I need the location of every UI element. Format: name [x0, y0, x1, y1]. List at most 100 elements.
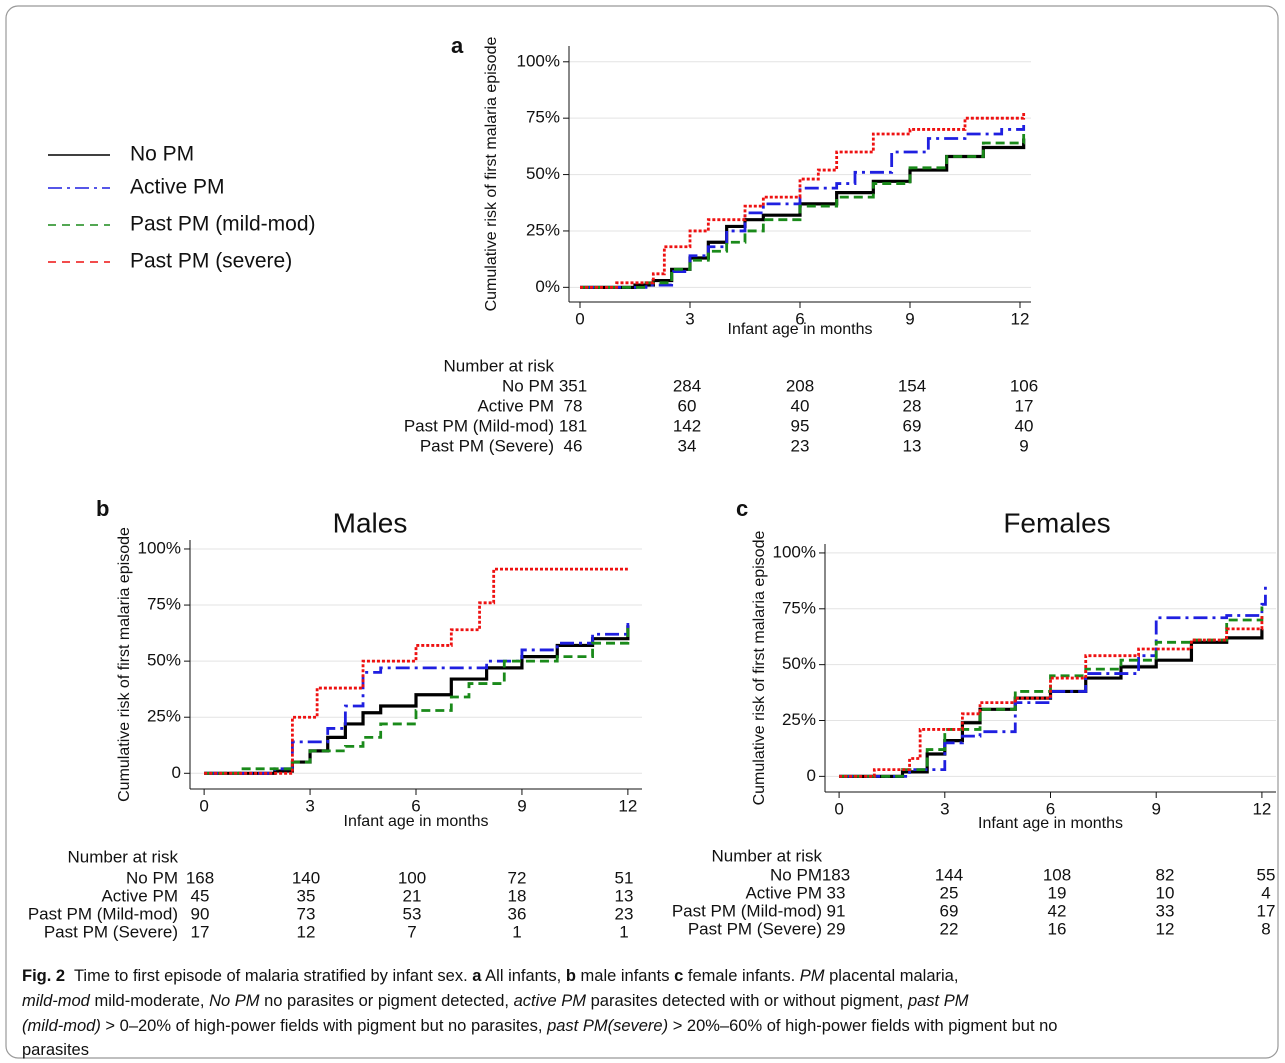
risk-count: 16 — [1048, 919, 1067, 938]
risk-count: 12 — [1156, 919, 1175, 938]
caption-line: Fig. 2 Time to first episode of malaria … — [22, 967, 958, 985]
km-curve — [204, 623, 630, 775]
risk-count: 40 — [1015, 416, 1034, 435]
km-curve — [580, 124, 1026, 289]
caption-part: female infants. — [683, 967, 799, 985]
y-tick-label: 75% — [526, 108, 560, 127]
legend-label: Active PM — [130, 176, 225, 199]
caption-part: a — [472, 967, 482, 985]
caption-part: > 20%–60% of high-power fields with pigm… — [668, 1017, 1057, 1035]
caption-part: PM — [800, 967, 825, 985]
x-axis-label: Infant age in months — [344, 813, 489, 830]
caption-part: placental malaria, — [825, 967, 959, 985]
x-tick-label: 0 — [834, 799, 843, 818]
risk-count: 45 — [191, 886, 210, 905]
x-axis-label: Infant age in months — [728, 321, 873, 338]
caption-part: Fig. 2 — [22, 967, 65, 985]
km-curve — [580, 129, 1026, 289]
caption-part: b — [566, 967, 576, 985]
x-axis-label: Infant age in months — [978, 815, 1123, 832]
caption-part: no parasites or pigment detected, — [260, 992, 514, 1010]
risk-count: 140 — [292, 868, 320, 887]
risk-count: 106 — [1010, 376, 1038, 395]
risk-table-header: Number at risk — [67, 847, 178, 866]
risk-count: 13 — [615, 886, 634, 905]
risk-count: 18 — [508, 886, 527, 905]
risk-row-label: Past PM (Severe) — [688, 919, 822, 938]
risk-row-label: Past PM (Mild-mod) — [672, 901, 822, 920]
caption-line: parasites — [22, 1041, 89, 1059]
x-tick-label: 6 — [411, 796, 420, 815]
risk-count: 22 — [940, 919, 959, 938]
panel-letter: b — [96, 496, 109, 521]
risk-count: 23 — [791, 436, 810, 455]
risk-count: 91 — [827, 901, 846, 920]
risk-count: 100 — [398, 868, 426, 887]
risk-count: 19 — [1048, 883, 1067, 902]
x-tick-label: 3 — [940, 799, 949, 818]
caption-part: Time to first episode of malaria stratif… — [65, 967, 472, 985]
risk-row-label: Past PM (Severe) — [44, 922, 178, 941]
y-axis-label: Cumulative risk of first malaria episode — [751, 531, 768, 806]
risk-count: 144 — [935, 865, 963, 884]
x-tick-label: 3 — [685, 309, 694, 328]
caption-part: past PM(severe) — [546, 1017, 668, 1035]
risk-count: 90 — [191, 904, 210, 923]
x-tick-label: 0 — [199, 796, 208, 815]
km-curve — [580, 138, 1026, 289]
caption-part: parasites — [22, 1041, 89, 1059]
caption-part: c — [674, 967, 683, 985]
caption-line: (mild-mod) > 0–20% of high-power fields … — [22, 1017, 1057, 1035]
risk-count: 35 — [297, 886, 316, 905]
caption-part: mild-moderate, — [90, 992, 209, 1010]
y-tick-label: 75% — [782, 598, 816, 617]
risk-count: 168 — [186, 868, 214, 887]
risk-count: 82 — [1156, 865, 1175, 884]
risk-count: 1 — [512, 922, 521, 941]
risk-row-label: Past PM (Mild-mod) — [404, 416, 554, 435]
risk-count: 10 — [1156, 883, 1175, 902]
risk-count: 40 — [791, 396, 810, 415]
risk-table-header: Number at risk — [711, 846, 822, 865]
caption-part: male infants — [576, 967, 674, 985]
risk-count: 36 — [508, 904, 527, 923]
y-tick-label: 50% — [526, 164, 560, 183]
risk-count: 72 — [508, 868, 527, 887]
y-tick-label: 0 — [172, 763, 181, 782]
chart-title: Females — [1003, 507, 1110, 538]
x-tick-label: 9 — [905, 309, 914, 328]
x-tick-label: 6 — [795, 309, 804, 328]
risk-count: 4 — [1261, 883, 1270, 902]
risk-count: 17 — [1257, 901, 1276, 920]
risk-count: 69 — [903, 416, 922, 435]
x-tick-label: 12 — [618, 796, 637, 815]
risk-count: 181 — [559, 416, 587, 435]
y-tick-label: 75% — [147, 595, 181, 614]
y-tick-label: 0% — [535, 277, 560, 296]
risk-count: 33 — [827, 883, 846, 902]
panel-letter: a — [451, 33, 464, 58]
legend-label: Past PM (severe) — [130, 250, 292, 273]
risk-count: 13 — [903, 436, 922, 455]
caption-part: parasites detected with or without pigme… — [586, 992, 908, 1010]
risk-count: 34 — [678, 436, 697, 455]
x-tick-label: 9 — [1151, 799, 1160, 818]
caption-part: > 0–20% of high-power fields with pigmen… — [101, 1017, 547, 1035]
risk-row-label: Past PM (Mild-mod) — [28, 904, 178, 923]
risk-count: 208 — [786, 376, 814, 395]
y-tick-label: 100% — [517, 51, 560, 70]
km-curve — [839, 615, 1264, 778]
risk-count: 46 — [564, 436, 583, 455]
km-curve — [839, 606, 1264, 778]
y-tick-label: 0 — [807, 766, 816, 785]
risk-row-label: Active PM — [101, 886, 178, 905]
risk-count: 17 — [191, 922, 210, 941]
caption-part: past PM — [907, 992, 969, 1010]
x-tick-label: 9 — [517, 796, 526, 815]
x-tick-label: 3 — [305, 796, 314, 815]
risk-count: 55 — [1257, 865, 1276, 884]
risk-count: 7 — [407, 922, 416, 941]
risk-count: 351 — [559, 376, 587, 395]
